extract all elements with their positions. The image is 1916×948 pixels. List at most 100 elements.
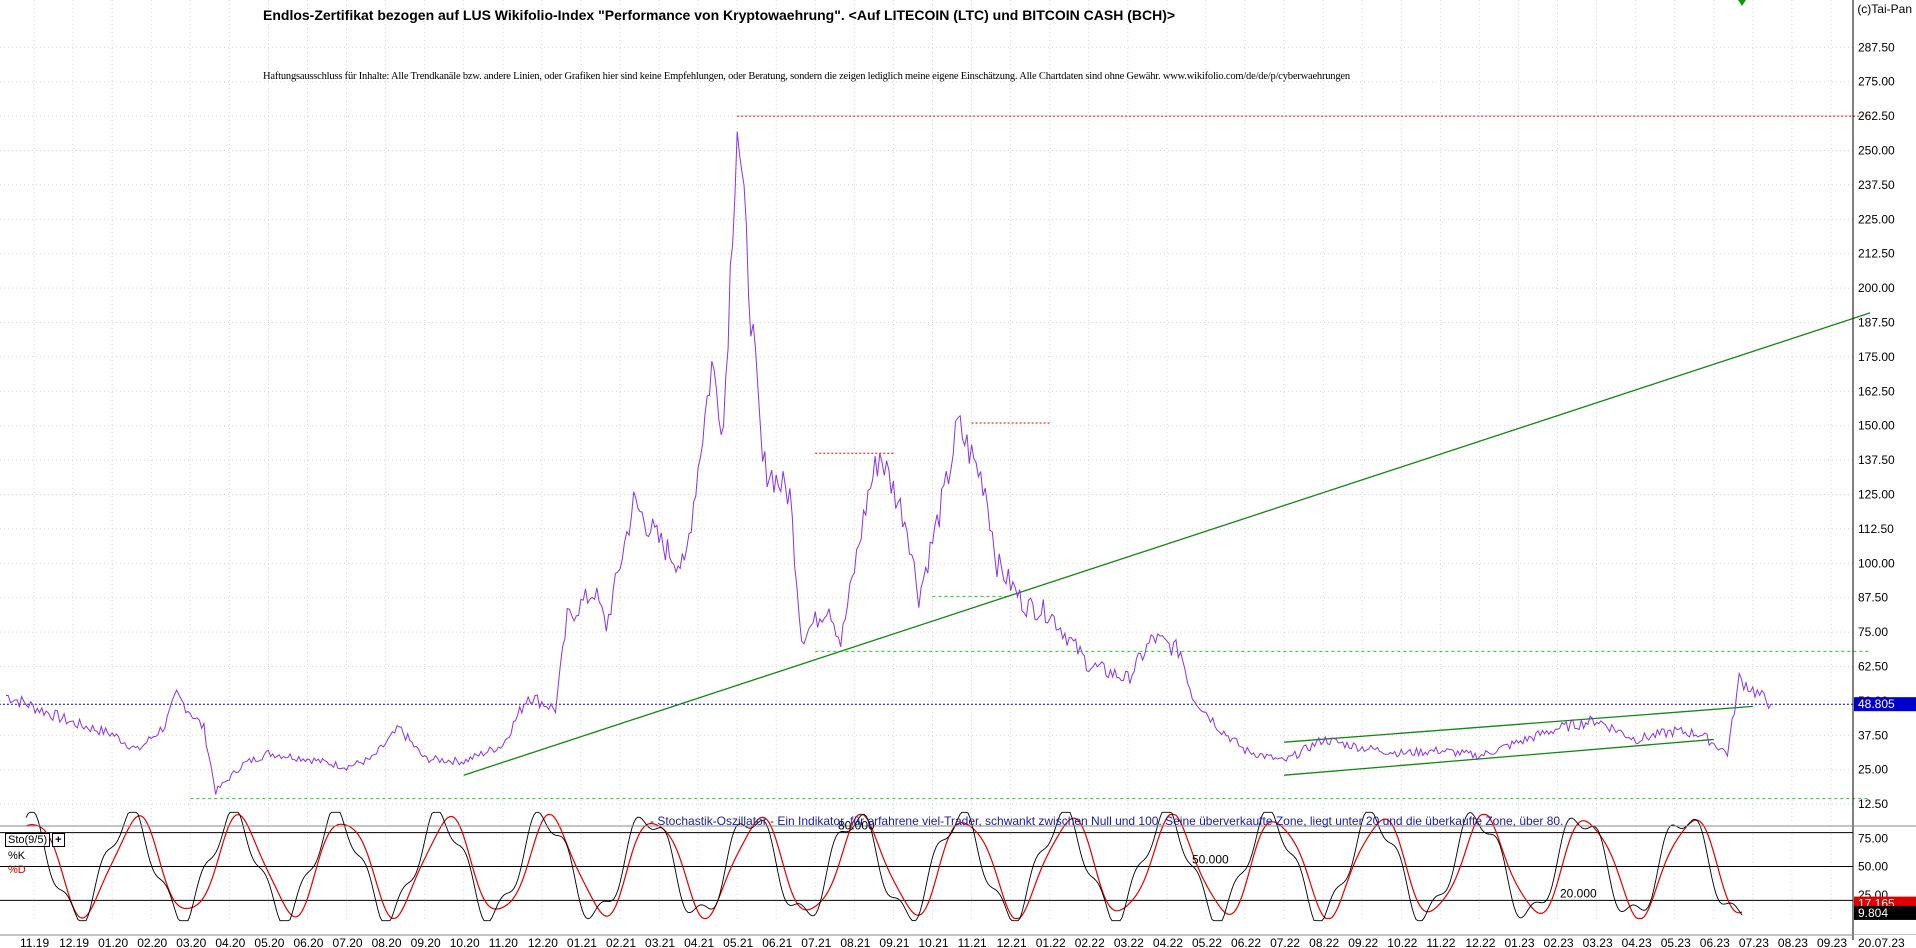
copyright-label: (c)Tai-Pan	[1857, 2, 1912, 16]
x-tick-label: 12.21	[997, 936, 1027, 948]
marker-icon	[1738, 0, 1746, 6]
x-tick-label: 01.23	[1504, 936, 1534, 948]
x-tick-label: 08.21	[840, 936, 870, 948]
last-date-box	[1854, 935, 1916, 948]
price-tick-label: 237.50	[1858, 178, 1895, 192]
x-tick-label: 11.20	[489, 936, 518, 948]
oscillator-series	[25, 811, 1743, 922]
x-axis-labels: 11.19 12.19 01.20 02.20 03.20 04.20 05.20 06.20…	[20, 935, 1916, 948]
x-tick-label: 09.20	[411, 936, 441, 948]
x-tick-label: 12.19	[59, 936, 89, 948]
x-tick-label: 05.23	[1661, 936, 1691, 948]
osc-level-label: 80.000	[838, 819, 875, 833]
price-tick-label: 212.50	[1858, 247, 1895, 261]
x-tick-label: 05.22	[1192, 936, 1222, 948]
price-tick-label: 100.00	[1858, 556, 1895, 570]
price-tick-label: 200.00	[1858, 281, 1895, 295]
osc-tick-label: 75.00	[1858, 831, 1888, 845]
price-tick-label: 162.50	[1858, 384, 1895, 398]
x-tick-label: 02.23	[1544, 936, 1574, 948]
x-tick-label: 04.22	[1153, 936, 1183, 948]
x-tick-label: 08.22	[1309, 936, 1339, 948]
oscillator-name-box[interactable]: Sto(9/5) +	[5, 833, 65, 847]
oscillator-name[interactable]: Sto(9/5)	[5, 833, 51, 847]
price-tick-label: 250.00	[1858, 144, 1895, 158]
last-price-label: 48.805	[1858, 697, 1895, 711]
price-tick-label: 112.50	[1858, 522, 1894, 536]
x-tick-label: 09.23	[1817, 936, 1847, 948]
chart-disclaimer: Haftungsausschluss für Inhalte: Alle Tre…	[263, 71, 1350, 82]
annotation-lines	[0, 115, 1871, 800]
trend-line	[1284, 738, 1714, 776]
oscillator-add-icon[interactable]: +	[52, 833, 65, 847]
price-tick-label: 12.50	[1858, 797, 1888, 811]
x-tick-label: 10.22	[1387, 936, 1417, 948]
last-price-badge	[1854, 697, 1916, 712]
x-tick-label: 04.23	[1622, 936, 1652, 948]
x-tick-label: 01.21	[567, 936, 597, 948]
price-tick-label: 37.50	[1858, 728, 1888, 742]
x-tick-label: 07.23	[1739, 936, 1769, 948]
x-tick-label: 01.22	[1036, 936, 1066, 948]
k-last-label: 9.804	[1858, 906, 1888, 920]
x-tick-label: 07.22	[1270, 936, 1300, 948]
last-date-label: 20.07.23	[1858, 936, 1905, 948]
price-tick-label: 75.00	[1858, 625, 1888, 639]
x-tick-label: 11.19	[20, 936, 49, 948]
k-line	[25, 811, 1743, 922]
x-tick-label: 12.22	[1465, 936, 1495, 948]
price-tick-label: 187.50	[1858, 316, 1895, 330]
x-tick-label: 06.20	[293, 936, 323, 948]
x-tick-label: 09.21	[879, 936, 909, 948]
price-line	[5, 131, 1772, 795]
x-tick-label: 05.20	[254, 936, 284, 948]
x-tick-label: 10.20	[450, 936, 480, 948]
x-tick-label: 06.23	[1700, 936, 1730, 948]
x-tick-label: 02.20	[137, 936, 167, 948]
x-tick-label: 07.21	[801, 936, 831, 948]
k-last-badge	[1854, 905, 1916, 920]
x-tick-label: 05.21	[723, 936, 753, 948]
x-tick-label: 01.20	[98, 936, 128, 948]
x-tick-label: 03.21	[645, 936, 675, 948]
x-tick-label: 12.20	[528, 936, 558, 948]
x-tick-label: 11.21	[958, 936, 987, 948]
trend-line	[1284, 705, 1753, 743]
x-tick-label: 08.20	[372, 936, 402, 948]
oscillator-note: - Stochastik-Oszillator - Ein Indikator,…	[650, 814, 1564, 828]
price-tick-label: 150.00	[1858, 419, 1895, 433]
x-tick-label: 06.21	[762, 936, 792, 948]
price-tick-label: 287.50	[1858, 40, 1895, 54]
x-tick-label: 03.20	[176, 936, 206, 948]
price-tick-label: 125.00	[1858, 488, 1895, 502]
chart-title: Endlos-Zertifikat bezogen auf LUS Wikifo…	[263, 7, 1176, 23]
x-tick-label: 11.22	[1426, 936, 1455, 948]
price-series	[5, 131, 1772, 795]
oscillator-grid	[0, 830, 1853, 920]
d-line	[25, 813, 1743, 920]
x-tick-label: 04.21	[684, 936, 714, 948]
d-legend: %D	[8, 864, 26, 876]
price-tick-label: 175.00	[1858, 350, 1895, 364]
osc-level-label: 50.000	[1192, 853, 1229, 867]
x-tick-label: 08.23	[1778, 936, 1808, 948]
x-tick-label: 02.22	[1075, 936, 1105, 948]
osc-tick-label: 50.00	[1858, 860, 1888, 874]
price-tick-label: 25.00	[1858, 763, 1888, 777]
x-tick-label: 03.22	[1114, 936, 1144, 948]
price-tick-label: 137.50	[1858, 453, 1895, 467]
x-tick-label: 09.22	[1348, 936, 1378, 948]
price-tick-label: 87.50	[1858, 591, 1888, 605]
x-tick-label: 10.21	[919, 936, 949, 948]
k-legend: %K	[8, 850, 26, 862]
osc-level-label: 20.000	[1560, 886, 1597, 900]
x-tick-label: 03.23	[1583, 936, 1613, 948]
price-grid	[0, 0, 1853, 822]
x-tick-label: 04.20	[215, 936, 245, 948]
x-tick-label: 07.20	[333, 936, 363, 948]
trend-line	[463, 312, 1871, 776]
price-tick-label: 62.50	[1858, 660, 1888, 674]
x-tick-label: 02.21	[606, 936, 636, 948]
price-tick-label: 275.00	[1858, 75, 1895, 89]
